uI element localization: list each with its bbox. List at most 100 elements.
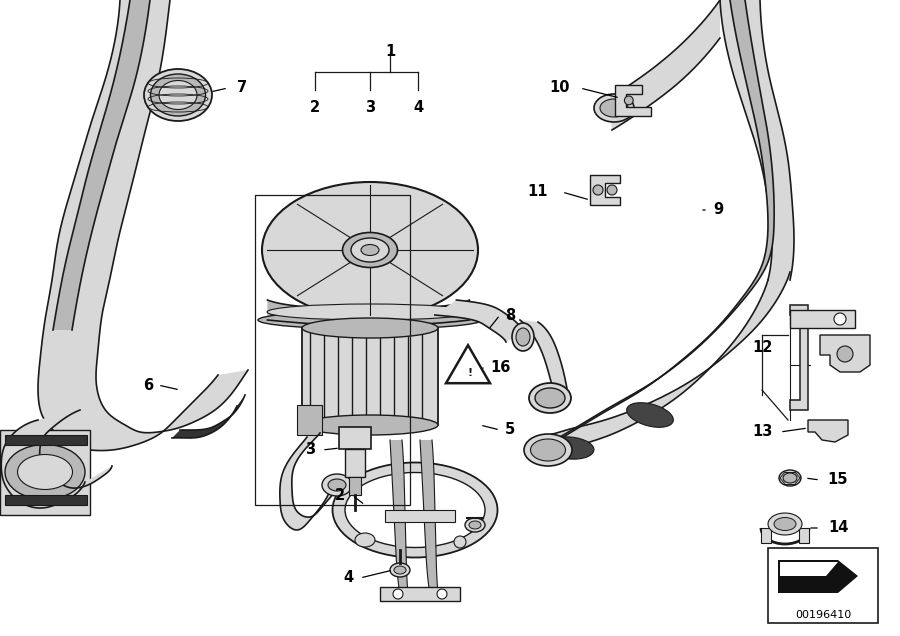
Polygon shape [0, 430, 90, 515]
Polygon shape [608, 0, 720, 130]
Text: 5: 5 [505, 422, 515, 438]
Text: 2: 2 [335, 488, 345, 502]
Text: 10: 10 [550, 81, 571, 95]
Circle shape [607, 185, 617, 195]
Ellipse shape [355, 533, 375, 547]
Ellipse shape [779, 470, 801, 486]
Text: 8: 8 [505, 307, 515, 322]
Polygon shape [540, 0, 774, 452]
Circle shape [393, 589, 403, 599]
Ellipse shape [516, 328, 530, 346]
Text: !: ! [467, 368, 472, 378]
Ellipse shape [262, 182, 478, 318]
Bar [255, 195, 410, 505]
Polygon shape [820, 335, 870, 372]
Polygon shape [778, 560, 858, 593]
Ellipse shape [150, 74, 205, 116]
Text: 11: 11 [527, 184, 548, 200]
Ellipse shape [17, 455, 73, 490]
Ellipse shape [394, 566, 406, 574]
Bar [5, 495, 87, 505]
Polygon shape [720, 0, 794, 280]
Text: 6: 6 [143, 378, 153, 392]
Polygon shape [538, 272, 790, 458]
Circle shape [437, 589, 447, 599]
Bar [5, 435, 87, 445]
Ellipse shape [345, 473, 485, 548]
Ellipse shape [465, 518, 485, 532]
Bar [349, 477, 361, 495]
Ellipse shape [343, 233, 398, 268]
Text: 13: 13 [752, 424, 772, 439]
Text: 2: 2 [310, 100, 320, 116]
Ellipse shape [546, 437, 594, 459]
Ellipse shape [600, 99, 628, 117]
Text: 7: 7 [237, 81, 248, 95]
Text: 00196410: 00196410 [795, 610, 851, 620]
Polygon shape [297, 405, 322, 435]
Text: 14: 14 [828, 520, 848, 536]
Polygon shape [615, 85, 651, 116]
Circle shape [454, 536, 466, 548]
Polygon shape [172, 395, 245, 438]
Ellipse shape [768, 513, 802, 535]
Ellipse shape [530, 439, 565, 461]
Polygon shape [53, 0, 150, 330]
Text: 9: 9 [713, 202, 723, 218]
Text: 4: 4 [343, 570, 353, 586]
Text: 4: 4 [413, 100, 423, 116]
Circle shape [625, 96, 634, 105]
Bar [385, 510, 455, 522]
Polygon shape [390, 440, 408, 595]
Polygon shape [38, 0, 248, 450]
Text: 3: 3 [305, 443, 315, 457]
Ellipse shape [332, 462, 498, 558]
Circle shape [834, 313, 846, 325]
Ellipse shape [390, 563, 410, 577]
Ellipse shape [626, 403, 673, 427]
Polygon shape [280, 433, 342, 530]
Polygon shape [435, 300, 523, 342]
Ellipse shape [361, 244, 379, 256]
Polygon shape [590, 175, 620, 205]
Ellipse shape [529, 383, 571, 413]
Text: 16: 16 [490, 361, 510, 375]
Text: 3: 3 [364, 100, 375, 116]
Bar [768, 548, 878, 623]
Ellipse shape [159, 81, 197, 109]
Ellipse shape [469, 521, 481, 529]
Polygon shape [790, 305, 808, 410]
Bar [339, 427, 371, 449]
Circle shape [837, 346, 853, 362]
Circle shape [593, 185, 603, 195]
Polygon shape [808, 420, 848, 442]
Ellipse shape [302, 318, 438, 338]
Bar [345, 449, 365, 477]
Bar [380, 587, 460, 601]
Text: 12: 12 [752, 340, 772, 356]
Text: 1: 1 [385, 45, 395, 60]
Polygon shape [267, 300, 470, 325]
Ellipse shape [258, 311, 482, 329]
Ellipse shape [524, 434, 572, 466]
Ellipse shape [322, 474, 352, 496]
Ellipse shape [351, 238, 389, 262]
Ellipse shape [783, 473, 797, 483]
Polygon shape [420, 440, 438, 595]
Ellipse shape [594, 94, 634, 122]
Ellipse shape [144, 69, 212, 121]
Polygon shape [1, 410, 112, 508]
Polygon shape [780, 562, 838, 576]
Bar [790, 310, 855, 328]
Ellipse shape [535, 388, 565, 408]
Ellipse shape [512, 323, 534, 351]
Ellipse shape [302, 415, 438, 435]
Ellipse shape [267, 304, 473, 320]
Polygon shape [446, 345, 490, 384]
Bar [799, 528, 809, 543]
Bar [761, 528, 771, 543]
Ellipse shape [328, 479, 346, 491]
Polygon shape [520, 320, 568, 400]
Text: 15: 15 [828, 473, 848, 488]
Ellipse shape [774, 518, 796, 530]
